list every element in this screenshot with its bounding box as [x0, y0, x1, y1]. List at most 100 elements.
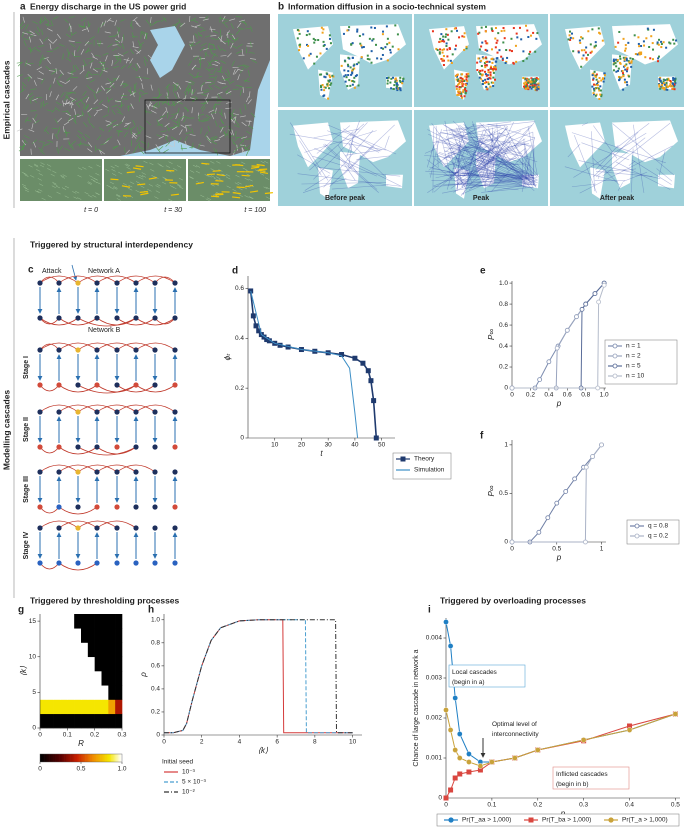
y-tick-label: 0.6	[235, 285, 244, 292]
node	[172, 409, 178, 415]
grid-edge	[41, 197, 46, 201]
grid-edge	[178, 118, 180, 125]
activity-dot	[536, 32, 539, 35]
grid-edge	[64, 148, 70, 152]
marker	[580, 737, 587, 743]
diffusion-line	[344, 164, 356, 181]
grid-edge	[21, 82, 27, 87]
marker	[457, 771, 463, 777]
grid-edge	[223, 41, 230, 43]
heat-cell	[53, 656, 61, 672]
activity-dot	[599, 32, 602, 35]
grid-edge	[93, 177, 98, 181]
diffusion-line	[453, 121, 536, 131]
y-axis-label: ρ	[139, 672, 148, 678]
grid-edge	[67, 72, 74, 75]
grid-edge	[158, 146, 164, 151]
grid-edge	[64, 80, 71, 85]
y-tick-label: 0.8	[151, 640, 160, 647]
network-a-link	[77, 275, 118, 284]
activity-dot	[389, 81, 392, 84]
activity-dot	[443, 59, 446, 62]
network-a-link	[96, 342, 137, 351]
x-axis-label: p	[560, 809, 566, 818]
activity-dot	[615, 70, 618, 73]
heat-cell	[74, 628, 82, 643]
activity-dot	[478, 76, 481, 79]
grid-edge	[161, 181, 167, 185]
diffusion-line	[656, 168, 673, 182]
grid-edge	[173, 168, 178, 171]
marker	[452, 695, 458, 701]
grid-edge	[48, 70, 55, 72]
activity-dot	[494, 68, 497, 71]
grid-edge	[204, 174, 209, 177]
grid-edge	[203, 118, 210, 120]
grid-edge	[122, 51, 129, 55]
grid-edge	[228, 39, 234, 44]
diffusion-line	[502, 142, 517, 154]
y-tick-label: 0.004	[426, 635, 443, 642]
heat-cell	[108, 685, 116, 700]
activity-dot	[401, 80, 404, 83]
activity-dot	[464, 86, 467, 89]
activity-dot	[516, 36, 519, 39]
grid-edge	[118, 171, 123, 175]
colorbar-segment	[55, 754, 57, 762]
grid-edge	[20, 24, 26, 30]
x-tick-label: 20	[298, 442, 306, 449]
activity-dot	[438, 51, 441, 54]
heat-cell	[94, 699, 102, 715]
diffusion-line	[473, 166, 535, 181]
series-line	[512, 282, 605, 389]
activity-dot	[502, 41, 505, 44]
marker	[563, 489, 569, 494]
marker	[466, 759, 472, 765]
activity-dot	[650, 35, 653, 38]
diffusion-line	[453, 177, 482, 193]
grid-edge	[208, 77, 215, 79]
activity-dot	[579, 41, 582, 44]
heat-cell	[81, 656, 89, 672]
activity-dot	[627, 60, 630, 63]
activity-dot	[458, 80, 461, 83]
grid-edge	[132, 90, 135, 97]
activity-dot	[461, 83, 464, 86]
diffusion-line	[486, 131, 500, 165]
activity-dot	[586, 53, 589, 56]
grid-edge	[111, 169, 116, 172]
zoom-box	[144, 99, 231, 154]
activity-dot	[398, 87, 401, 90]
diffusion-line	[435, 125, 439, 168]
activity-dot	[466, 80, 469, 83]
y-axis-label: ϕₜ	[223, 353, 232, 360]
grid-edge	[227, 52, 232, 58]
activity-dot	[568, 34, 571, 37]
grid-edge	[172, 83, 179, 87]
activity-dot	[395, 79, 398, 82]
grid-edge	[154, 196, 159, 199]
activity-dot	[442, 38, 445, 41]
grid-edge	[214, 60, 221, 64]
grid-edge	[63, 121, 70, 126]
heat-cell	[101, 614, 109, 629]
grid-edge	[154, 20, 161, 23]
activity-dot	[327, 79, 330, 82]
activity-dot	[465, 45, 468, 48]
diffusion-line	[448, 154, 466, 189]
node	[114, 560, 120, 566]
activity-dot	[393, 84, 396, 87]
grid-edge	[230, 118, 235, 124]
activity-dot	[390, 77, 393, 80]
grid-edge	[139, 146, 145, 151]
activity-dot	[580, 65, 583, 68]
node	[37, 409, 43, 415]
diffusion-line	[436, 132, 442, 136]
grid-edge	[55, 94, 59, 101]
x-tick-label: 0.2	[526, 392, 535, 399]
marker	[466, 769, 472, 775]
legend-label: 5 × 10⁻³	[182, 779, 207, 786]
x-tick-label: 0.1	[487, 802, 496, 809]
grid-edge	[82, 135, 87, 142]
grid-edge	[58, 145, 63, 151]
